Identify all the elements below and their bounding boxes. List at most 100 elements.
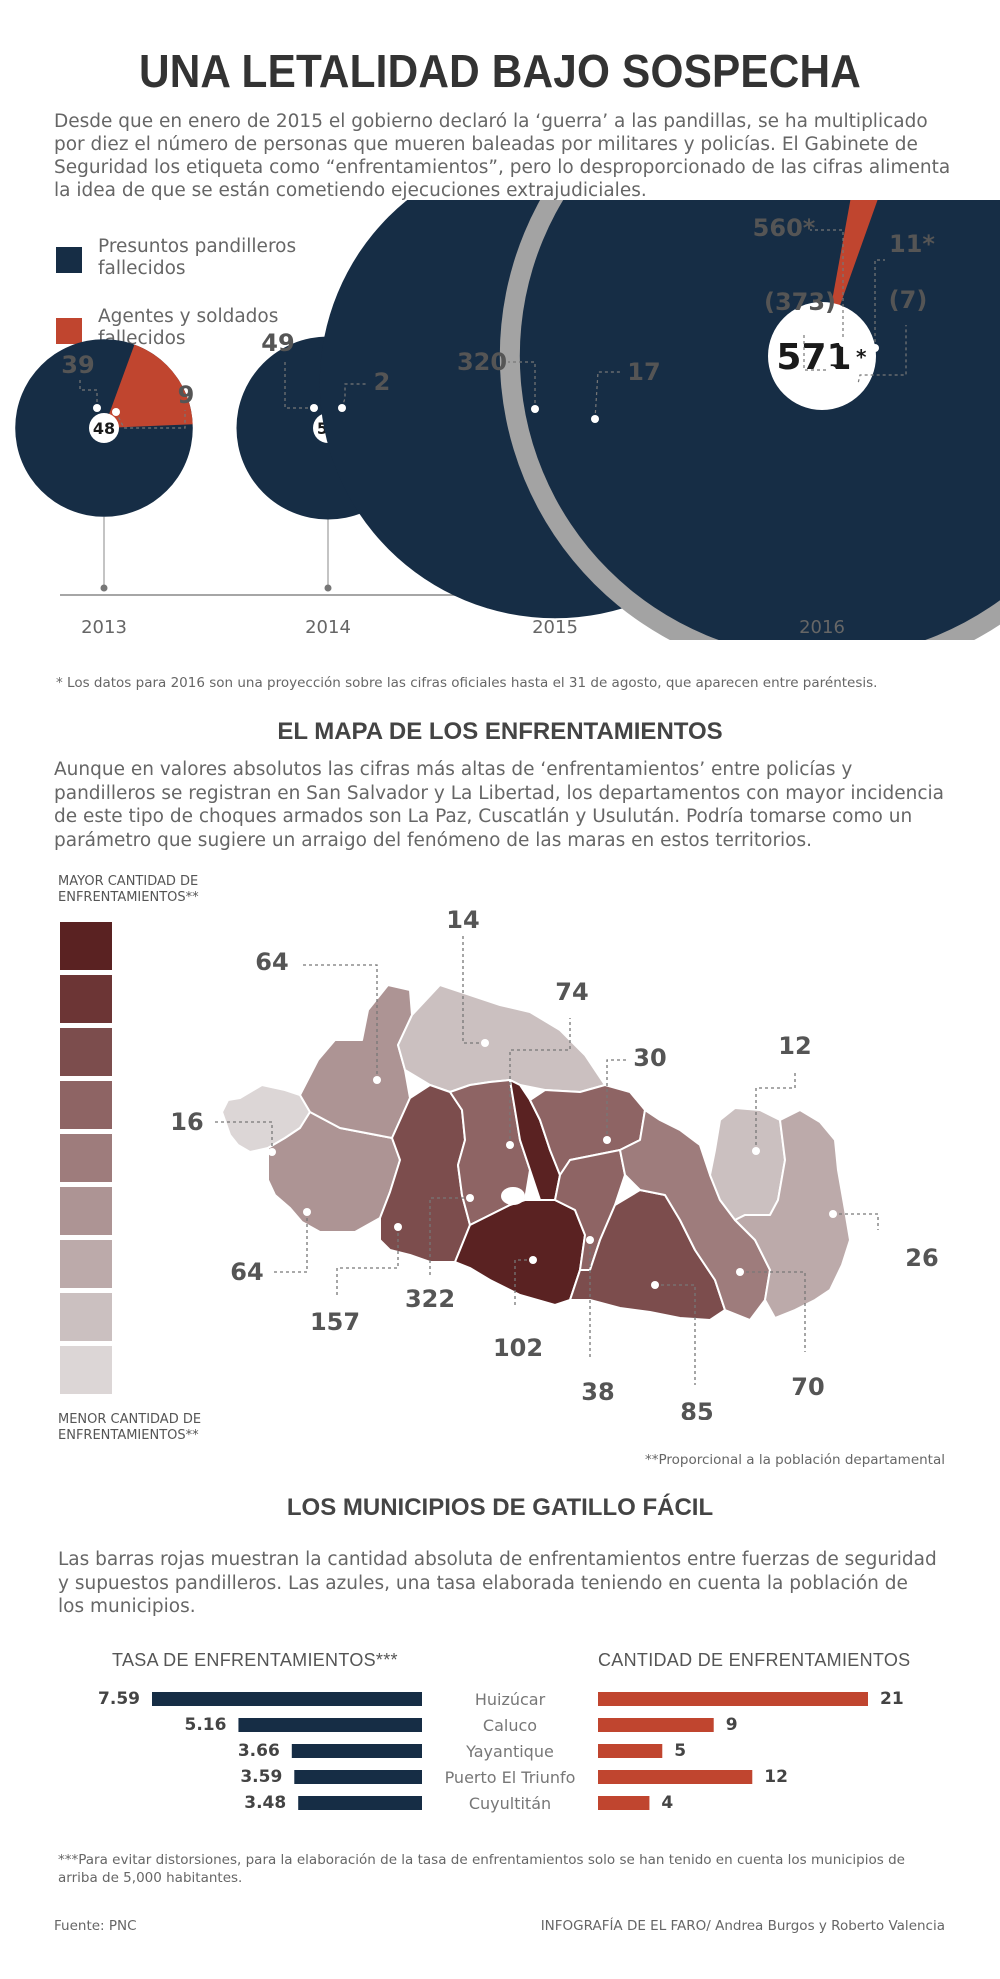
scale-bottom-label: MENOR CANTIDAD DE ENFRENTAMIENTOS** <box>58 1412 202 1443</box>
map-label-santa-ana-leader <box>300 964 378 1080</box>
label-gangs-2014-dot <box>310 404 318 412</box>
rate-value: 3.48 <box>244 1793 286 1813</box>
label-gangs-official-2016-dot <box>828 366 836 374</box>
credit-label: INFOGRAFÍA DE EL FARO/ Andrea Burgos y R… <box>540 1918 945 1934</box>
map-label-san-salvador-dot <box>466 1194 474 1202</box>
map-label-santa-ana: 64 <box>255 948 288 976</box>
map-label-ahuachapan-left-dot <box>268 1148 276 1156</box>
map-label-morazan-dot <box>752 1147 760 1155</box>
rate-chart-title: TASA DE ENFRENTAMIENTOS*** <box>112 1650 398 1670</box>
color-scale-step <box>60 1187 112 1235</box>
map-label-san-miguel-dot <box>736 1268 744 1276</box>
label-agents-2014: 2 <box>374 368 391 396</box>
count-value: 4 <box>661 1793 673 1813</box>
municipios-bar-charts: 7.59 Huizúcar 21 5.16 Caluco 9 3.66 Yayantique 5… <box>98 1689 904 1813</box>
map-label-san-salvador-leader <box>429 1197 470 1275</box>
count-chart-title: CANTIDAD DE ENFRENTAMIENTOS <box>598 1650 911 1670</box>
map-label-usulutan-dot <box>651 1281 659 1289</box>
color-scale <box>60 922 112 1394</box>
map-label-san-salvador: 322 <box>405 1285 455 1313</box>
count-bar <box>598 1770 753 1784</box>
muni-text: Las barras rojas muestran la cantidad ab… <box>58 1549 937 1617</box>
map-label-la-paz: 102 <box>493 1334 543 1362</box>
donut-total-2013: 48 <box>93 419 115 438</box>
rate-bar <box>294 1770 422 1784</box>
map-label-san-miguel: 70 <box>791 1373 824 1401</box>
color-scale-step <box>60 1240 112 1288</box>
map-label-morazan: 12 <box>778 1032 811 1060</box>
donut-total-asterisk-2016: * <box>856 345 867 369</box>
label-gangs-2014: 49 <box>261 329 294 357</box>
map-text: Aunque en valores absolutos las cifras m… <box>54 759 945 851</box>
label-agents-2015-dot <box>591 415 599 423</box>
donut-hole-2013 <box>89 413 119 443</box>
count-bar <box>598 1718 714 1732</box>
map-label-la-libertad: 157 <box>310 1308 360 1336</box>
lake-ilopango <box>501 1187 525 1205</box>
year-label-2016: 2016 <box>799 617 845 638</box>
label-agents-2013-dot <box>112 408 120 416</box>
year-label-2015: 2015 <box>532 617 578 638</box>
label-gangs-2013: 39 <box>61 351 94 379</box>
dept-la-union <box>734 1109 851 1319</box>
label-agents-2016-dot <box>871 344 879 352</box>
map-label-la-union: 26 <box>905 1244 938 1272</box>
map-label-chalatenango: 14 <box>446 906 479 934</box>
map-label-san-vicente: 38 <box>581 1378 614 1406</box>
map-label-cabanas-dot <box>603 1136 611 1144</box>
label-gangs-2015: 320 <box>457 348 507 376</box>
color-scale-step <box>60 922 112 970</box>
year-tick-dot <box>324 584 332 592</box>
label-gangs-2013-dot <box>93 404 101 412</box>
map-label-la-libertad-leader <box>336 1227 399 1298</box>
color-scale-step <box>60 1346 112 1394</box>
map-label-usulutan: 85 <box>680 1398 713 1420</box>
rate-bar <box>298 1796 422 1810</box>
dept-santa-ana <box>299 984 413 1139</box>
map-label-ahuachapan-bottom-dot <box>303 1208 311 1216</box>
municipio-label: Caluco <box>483 1716 537 1735</box>
label-gangs-2014-leader <box>284 360 314 409</box>
map-label-chalatenango-leader <box>462 935 485 1044</box>
map-label-ahuachapan-bottom: 64 <box>230 1258 263 1286</box>
year-label-2014: 2014 <box>305 617 351 638</box>
donut-total-2016: 571 <box>776 337 851 378</box>
count-value: 12 <box>764 1767 788 1787</box>
legend-agents-swatch <box>56 318 82 344</box>
map-label-la-paz-dot <box>529 1256 537 1264</box>
rate-value: 7.59 <box>98 1689 140 1709</box>
label-agents-2013-leader <box>115 410 186 429</box>
label-gangs-2016-leader <box>810 229 844 343</box>
map-label-morazan-leader <box>755 1070 796 1151</box>
rate-value: 5.16 <box>184 1715 226 1735</box>
color-scale-step <box>60 1293 112 1341</box>
map-label-usulutan-leader <box>655 1284 696 1385</box>
source-label: Fuente: PNC <box>54 1918 137 1934</box>
count-value: 21 <box>880 1689 904 1709</box>
label-gangs-official-2016: (373) <box>764 288 836 316</box>
map-footnote: **Proporcional a la población departamen… <box>644 1452 945 1468</box>
page-title: UNA LETALIDAD BAJO SOSPECHA <box>138 45 862 97</box>
year-label-2013: 2013 <box>81 617 127 638</box>
municipio-label: Puerto El Triunfo <box>445 1768 576 1787</box>
label-agents-2015: 17 <box>627 358 660 386</box>
scale-top-label: MAYOR CANTIDAD DE ENFRENTAMIENTOS** <box>58 874 199 905</box>
label-agents-official-2016-leader <box>856 325 907 389</box>
intro-text: Desde que en enero de 2015 el gobierno d… <box>54 111 951 201</box>
count-value: 9 <box>726 1715 738 1735</box>
label-agents-2014-dot <box>338 404 346 412</box>
color-scale-step <box>60 1081 112 1129</box>
map-label-ahuachapan-left: 16 <box>170 1108 203 1136</box>
label-agents-2016: 11* <box>889 230 935 258</box>
label-gangs-2015-dot <box>531 405 539 413</box>
map-label-la-paz-leader <box>514 1259 533 1308</box>
label-gangs-2013-leader <box>79 378 98 408</box>
municipio-label: Cuyultitán <box>469 1794 551 1813</box>
donut-hole-2016 <box>768 302 876 410</box>
map-label-cuscatlan-leader <box>509 1018 571 1145</box>
count-bar <box>598 1796 650 1810</box>
muni-footnote: ***Para evitar distorsiones, para la ela… <box>58 1852 905 1886</box>
rate-value: 3.59 <box>240 1767 282 1787</box>
map-label-la-union-leader <box>833 1213 879 1230</box>
